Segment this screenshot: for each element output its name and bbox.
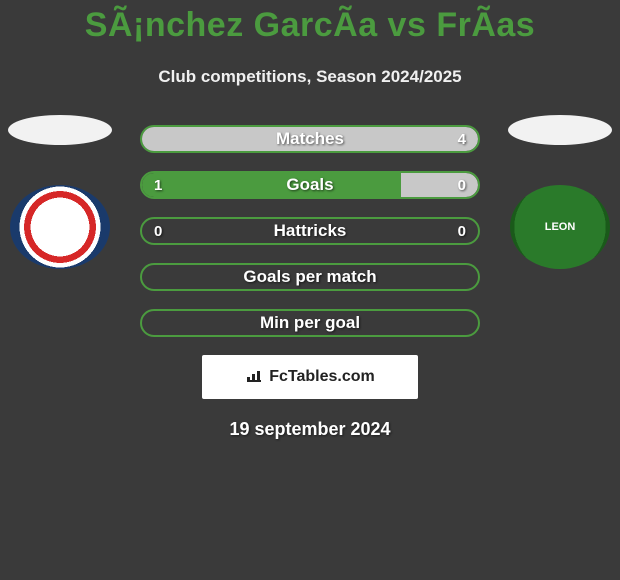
stat-bar: Min per goal (140, 309, 480, 337)
brand-box[interactable]: FcTables.com (202, 355, 418, 399)
stat-value-right: 0 (458, 173, 466, 197)
player-right-avatar (508, 115, 612, 145)
player-left-avatar (8, 115, 112, 145)
team-logo-right: LEON (510, 185, 610, 269)
stat-label: Matches (142, 127, 478, 151)
stat-bar: Matches4 (140, 125, 480, 153)
stat-bar: Goals per match (140, 263, 480, 291)
stat-label: Min per goal (142, 311, 478, 335)
stat-value-right: 4 (458, 127, 466, 151)
stat-bar: Goals1 0 (140, 171, 480, 199)
brand-text: FcTables.com (269, 368, 375, 386)
stat-value-left: 0 (154, 219, 162, 243)
subtitle: Club competitions, Season 2024/2025 (0, 67, 620, 87)
stat-label: Goals per match (142, 265, 478, 289)
team-logo-left (10, 185, 110, 269)
stat-bar: Hattricks0 0 (140, 217, 480, 245)
chart-icon (245, 370, 263, 384)
stat-label: Goals (142, 173, 478, 197)
page-title: SÃ¡nchez GarcÃ­a vs FrÃ­as (0, 0, 620, 45)
player-left-column (0, 115, 120, 269)
stat-row: Min per goal (0, 309, 620, 337)
stat-label: Hattricks (142, 219, 478, 243)
date-line: 19 september 2024 (0, 419, 620, 440)
player-right-column: LEON (500, 115, 620, 269)
stat-value-right: 0 (458, 219, 466, 243)
stat-value-left: 1 (154, 173, 162, 197)
